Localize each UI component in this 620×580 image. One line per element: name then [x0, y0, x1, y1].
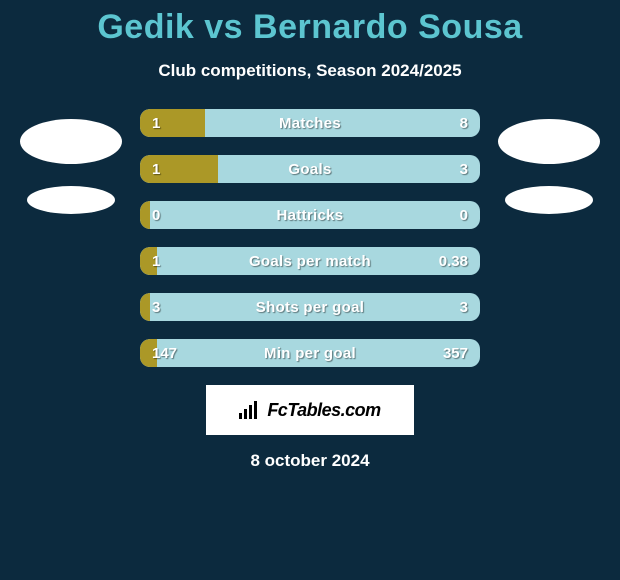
stat-label: Matches	[140, 109, 480, 137]
stat-label: Goals	[140, 155, 480, 183]
club-logo-right	[505, 186, 593, 214]
stat-label: Shots per goal	[140, 293, 480, 321]
stat-label: Goals per match	[140, 247, 480, 275]
player-avatar-right	[498, 119, 600, 164]
comparison-infographic: Gedik vs Bernardo Sousa Club competition…	[0, 0, 620, 471]
stat-bar: 147Min per goal357	[140, 339, 480, 367]
stat-label: Hattricks	[140, 201, 480, 229]
stat-bar: 1Matches8	[140, 109, 480, 137]
stat-bars: 1Matches8 1Goals3 0Hattricks0 1Goals per ma…	[140, 109, 480, 367]
stat-value-right: 3	[460, 293, 468, 321]
brand-logo-icon	[239, 401, 261, 419]
stat-value-right: 3	[460, 155, 468, 183]
date-label: 8 october 2024	[0, 451, 620, 471]
stat-value-right: 0.38	[439, 247, 468, 275]
player-avatar-left	[20, 119, 122, 164]
stat-value-right: 357	[443, 339, 468, 367]
stat-bar: 1Goals3	[140, 155, 480, 183]
subtitle: Club competitions, Season 2024/2025	[0, 61, 620, 81]
stat-value-right: 8	[460, 109, 468, 137]
stat-bar: 1Goals per match0.38	[140, 247, 480, 275]
page-title: Gedik vs Bernardo Sousa	[0, 8, 620, 47]
brand-badge: FcTables.com	[206, 385, 414, 435]
left-avatar-col	[20, 109, 122, 214]
right-avatar-col	[498, 109, 600, 214]
club-logo-left	[27, 186, 115, 214]
comparison-row: 1Matches8 1Goals3 0Hattricks0 1Goals per ma…	[0, 109, 620, 367]
stat-value-right: 0	[460, 201, 468, 229]
stat-bar: 3Shots per goal3	[140, 293, 480, 321]
brand-text: FcTables.com	[267, 400, 380, 421]
stat-label: Min per goal	[140, 339, 480, 367]
stat-bar: 0Hattricks0	[140, 201, 480, 229]
